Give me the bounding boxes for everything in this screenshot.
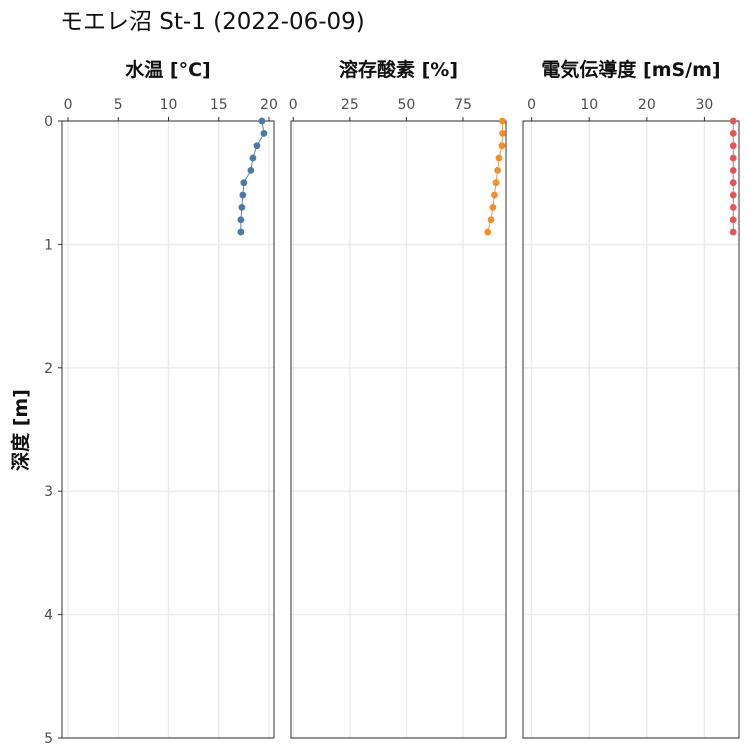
x-tick-label: 10	[160, 97, 178, 113]
y-tick-label: 3	[44, 484, 53, 500]
series-line	[487, 120, 504, 233]
data-point	[729, 154, 737, 162]
data-point	[729, 166, 737, 174]
data-point	[498, 142, 506, 150]
data-point	[498, 117, 506, 125]
y-tick-label: 4	[44, 608, 53, 624]
panel-2: 溶存酸素 [%] 0 25 50 75	[289, 58, 507, 739]
data-point	[729, 228, 737, 236]
data-point	[729, 129, 737, 137]
data-point	[258, 117, 266, 125]
data-point	[494, 166, 502, 174]
data-point	[238, 203, 246, 211]
x-tick-label: 10	[580, 97, 598, 113]
chart-title: モエレ沼 St-1 (2022-06-09)	[60, 9, 365, 35]
data-point	[489, 203, 497, 211]
data-point	[729, 216, 737, 224]
x-tick-label: 75	[454, 97, 472, 113]
x-tick-label: 0	[64, 97, 73, 113]
data-point	[729, 142, 737, 150]
x-tick-label: 30	[696, 97, 714, 113]
data-point	[487, 216, 495, 224]
data-point	[491, 191, 498, 199]
x-tick-label: 50	[398, 97, 416, 113]
series-line	[240, 120, 265, 233]
panel-title: 溶存酸素 [%]	[339, 58, 458, 81]
panel-frame	[61, 120, 275, 739]
data-point	[499, 129, 507, 137]
panel-title: 電気伝導度 [mS/m]	[541, 58, 720, 81]
panel-frame	[522, 120, 740, 739]
y-axis-label: 深度 [m]	[9, 389, 32, 471]
data-point	[484, 228, 492, 236]
x-tick-label: 0	[527, 97, 536, 113]
data-point	[729, 191, 737, 199]
panel-3: 電気伝導度 [mS/m] 0 10 20 30	[522, 58, 740, 739]
x-tick-label: 0	[289, 97, 298, 113]
x-tick-label: 5	[114, 97, 123, 113]
data-point	[239, 191, 247, 199]
x-tick-label: 15	[210, 97, 228, 113]
data-point	[237, 216, 245, 224]
data-point	[492, 179, 500, 187]
y-tick-label: 2	[44, 361, 53, 377]
data-point	[253, 142, 261, 150]
data-point	[237, 228, 245, 236]
data-point	[729, 179, 737, 187]
data-point	[240, 179, 248, 187]
data-point	[247, 166, 255, 174]
x-tick-label: 20	[638, 97, 656, 113]
data-point	[249, 154, 257, 162]
data-point	[729, 203, 737, 211]
data-point	[260, 129, 268, 137]
x-tick-label: 25	[341, 97, 359, 113]
y-tick-label: 1	[44, 237, 53, 253]
data-point	[729, 117, 737, 125]
panel-1: 水温 [°C] 0 5 10 15 20	[61, 59, 278, 739]
y-tick-label: 5	[44, 731, 53, 747]
y-tick-label: 0	[44, 114, 53, 130]
panel-title: 水温 [°C]	[125, 59, 210, 81]
data-point	[495, 154, 503, 162]
x-tick-label: 20	[260, 97, 278, 113]
panel-frame	[290, 120, 507, 739]
